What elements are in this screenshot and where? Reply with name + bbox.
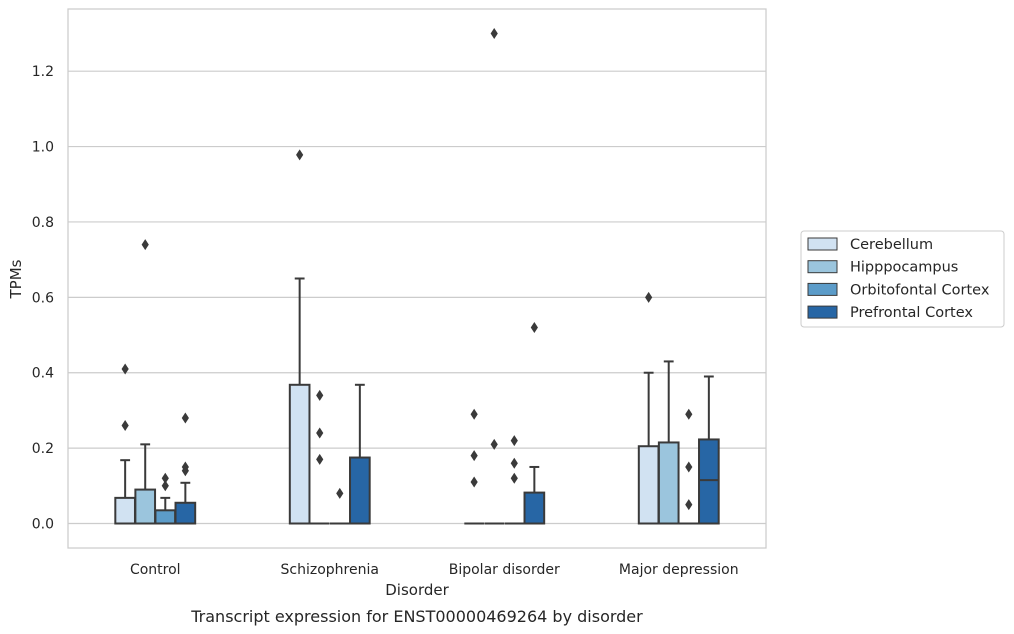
outlier-point (121, 363, 129, 375)
legend-item-prefrontal-cortex: Prefrontal Cortex (807, 305, 973, 321)
outlier-point (316, 453, 324, 465)
box-body (154, 509, 177, 525)
outlier-point (645, 291, 653, 303)
legend-label: Cerebellum (850, 237, 933, 253)
outlier-point (470, 476, 478, 488)
outlier-point (141, 239, 149, 251)
box-orbitofontal-cortex-bipolar-disorder (504, 435, 525, 525)
outlier-point (490, 28, 498, 39)
y-tick-label: 0.4 (32, 366, 54, 382)
y-axis-label: TPMs (7, 259, 25, 299)
outlier-point (490, 438, 498, 450)
y-tick-label: 0.6 (32, 290, 54, 306)
box-body (174, 501, 197, 525)
box-prefrontal-cortex-bipolar-disorder (523, 322, 546, 525)
y-tick-label: 0.8 (32, 215, 54, 231)
box-prefrontal-cortex-control (174, 412, 197, 525)
box-orbitofontal-cortex-schizophrenia (329, 487, 350, 525)
x-tick-label: Major depression (619, 562, 739, 578)
outlier-point (530, 322, 538, 333)
y-tick-label: 0.0 (32, 517, 54, 533)
box-hipppocampus-control (134, 239, 157, 525)
x-axis-label: Disorder (385, 581, 449, 599)
y-tick-label: 1.2 (32, 64, 54, 80)
box-body (657, 441, 680, 525)
box-hipppocampus-bipolar-disorder (484, 28, 505, 525)
box-body (114, 496, 136, 525)
x-tick-label: Control (130, 562, 181, 578)
plot-area-frame (67, 8, 767, 549)
box-orbitofontal-cortex-control (154, 472, 177, 525)
outlier-point (316, 389, 324, 401)
box-body (637, 445, 660, 525)
legend-item-cerebellum: Cerebellum (807, 237, 933, 253)
outlier-point (685, 461, 693, 473)
outlier-point (470, 408, 478, 420)
legend-swatch (807, 305, 838, 319)
outlier-point (510, 457, 518, 469)
outlier-point (685, 499, 693, 511)
y-tick-label: 1.0 (32, 140, 54, 156)
box-body (134, 488, 157, 525)
box-cerebellum-control (114, 363, 136, 525)
box-hipppocampus-schizophrenia (309, 389, 330, 525)
box-hipppocampus-major-depression (657, 360, 680, 525)
outlier-point (685, 408, 693, 420)
box-body (698, 438, 720, 525)
box-body (349, 456, 371, 525)
gridlines (68, 70, 766, 525)
y-tick-labels: 0.0 0.2 0.4 0.6 0.8 1.0 1.2 (32, 64, 54, 532)
x-tick-label: Bipolar disorder (449, 562, 560, 578)
box-prefrontal-cortex-major-depression (698, 375, 720, 525)
box-cerebellum-major-depression (637, 291, 660, 525)
legend-label: Hipppocampus (850, 260, 958, 276)
outlier-point (296, 149, 304, 161)
outlier-point (470, 450, 478, 462)
box-body (523, 491, 546, 525)
outlier-point (181, 465, 189, 477)
x-tick-labels: Control Schizophrenia Bipolar disorder Majo… (130, 562, 739, 578)
outlier-point (161, 480, 169, 492)
box-prefrontal-cortex-schizophrenia (349, 383, 371, 525)
box-orbitofontal-cortex-major-depression (678, 408, 699, 525)
x-tick-label: Schizophrenia (281, 562, 379, 578)
legend-swatch (807, 282, 838, 296)
outlier-point (336, 487, 344, 499)
legend-label: Prefrontal Cortex (850, 305, 973, 321)
outlier-point (510, 472, 518, 484)
outlier-point (121, 420, 129, 431)
legend-frame (800, 230, 1005, 328)
legend-item-hipppocampus: Hipppocampus (807, 260, 958, 276)
legend-item-orbitofontal-cortex: Orbitofontal Cortex (807, 282, 990, 298)
figure-caption: Transcript expression for ENST0000046926… (190, 607, 643, 626)
box-cerebellum-schizophrenia (288, 149, 311, 525)
legend-swatch (807, 260, 838, 274)
legend-swatch (807, 237, 838, 251)
box-body (288, 383, 311, 525)
y-tick-label: 0.2 (32, 441, 54, 457)
outlier-point (316, 427, 324, 439)
boxes (114, 28, 720, 525)
outlier-point (510, 435, 518, 447)
legend: Cerebellum Hipppocampus Orbitofontal Corte… (800, 230, 1005, 328)
box-cerebellum-bipolar-disorder (464, 408, 484, 525)
outlier-point (161, 472, 169, 484)
legend-label: Orbitofontal Cortex (850, 282, 990, 298)
outlier-point (181, 412, 189, 424)
